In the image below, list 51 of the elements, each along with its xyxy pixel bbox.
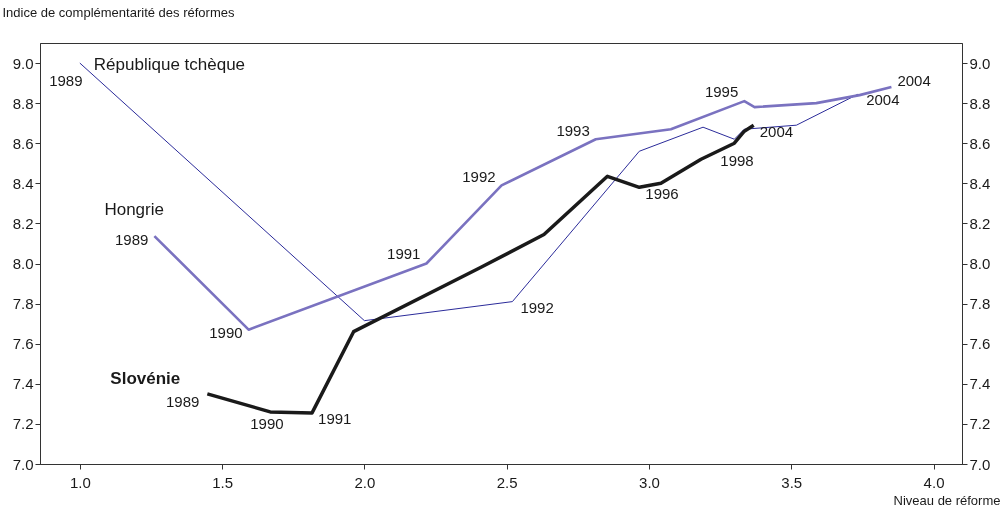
x-tick-label: 1.5	[212, 473, 234, 491]
y-tick-label: 8.2	[12, 214, 34, 232]
series-label: République tchèque	[93, 55, 246, 75]
y-tick-label: 7.2	[12, 415, 34, 433]
annotation: 1989	[49, 72, 83, 90]
y-tick-label: 7.6	[12, 335, 34, 353]
y-tick-label: 9.0	[12, 54, 34, 72]
y-tick-label: 8.6	[12, 134, 34, 152]
annotation: 1989	[165, 392, 200, 410]
y2-tick-label: 8.8	[969, 94, 991, 112]
y2-tick-label: 7.4	[969, 375, 991, 393]
y-tick-label: 8.0	[12, 255, 34, 273]
annotation: 1991	[387, 244, 421, 262]
annotation: 2004	[759, 123, 794, 141]
annotation: 1992	[462, 168, 496, 186]
y-tick-label: 8.8	[12, 94, 34, 112]
line-series	[205, 123, 756, 415]
x-tick-label: 1.0	[69, 473, 91, 491]
annotation: 1990	[250, 414, 284, 432]
annotation: 1996	[645, 185, 679, 203]
annotation: 1992	[520, 298, 554, 316]
y2-tick-label: 7.6	[969, 335, 991, 353]
y-tick-label: 7.4	[12, 375, 34, 393]
series-label: Hongrie	[104, 200, 164, 220]
annotation: 2004	[866, 91, 900, 109]
annotation: 1990	[209, 323, 243, 341]
y2-tick-label: 8.6	[969, 134, 991, 152]
y2-tick-label: 8.2	[969, 214, 991, 232]
series-label: Slovénie	[110, 368, 181, 388]
y-tick-label: 8.4	[12, 174, 34, 192]
y2-tick-label: 7.0	[969, 455, 991, 473]
y2-tick-label: 7.8	[969, 295, 991, 313]
annotation: 1998	[720, 152, 754, 170]
annotation: 1991	[318, 409, 352, 427]
y2-tick-label: 8.4	[969, 174, 991, 192]
y-axis-title: Indice de complémentarité des réformes	[2, 4, 235, 20]
x-tick-label: 2.0	[354, 473, 376, 491]
annotation: 2004	[897, 72, 931, 90]
x-tick-label: 2.5	[496, 473, 518, 491]
y-tick-label: 7.8	[12, 295, 34, 313]
y2-tick-label: 7.2	[969, 415, 991, 433]
y2-tick-label: 8.0	[969, 255, 991, 273]
y2-tick-label: 9.0	[969, 54, 991, 72]
annotation: 1993	[556, 122, 590, 140]
annotation: 1989	[115, 231, 149, 249]
x-axis-title: Niveau de réforme	[893, 492, 1001, 508]
annotation: 1995	[704, 83, 739, 101]
y-tick-label: 7.0	[12, 455, 34, 473]
x-tick-label: 4.0	[923, 473, 945, 491]
x-tick-label: 3.5	[781, 473, 803, 491]
x-tick-label: 3.0	[639, 473, 660, 491]
